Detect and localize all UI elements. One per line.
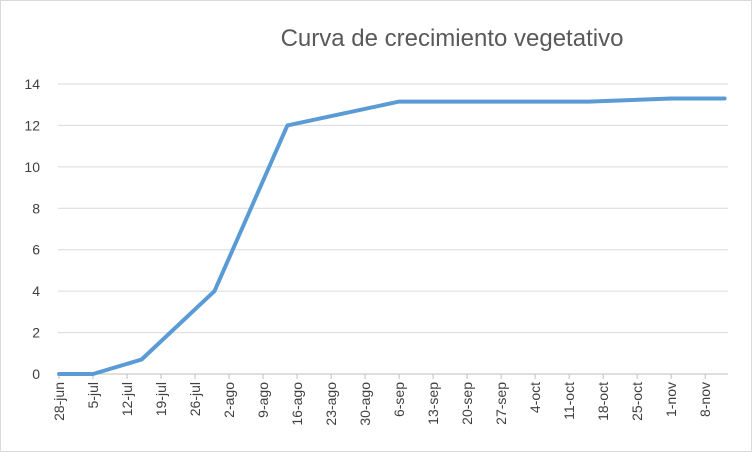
x-tick-label: 26-jul: [187, 382, 203, 416]
x-tick-label: 4-oct: [527, 382, 543, 413]
x-tick-label: 27-sep: [493, 382, 509, 425]
x-axis-tick-labels: 28-jun 5-jul 12-jul 19-jul 26-jul 2-ago 9-ago 1…: [51, 382, 713, 426]
x-tick-label: 30-ago: [357, 382, 373, 426]
y-tick-label: 0: [32, 366, 40, 382]
x-tick-label: 19-jul: [153, 382, 169, 416]
chart-title: Curva de crecimiento vegetativo: [281, 25, 624, 52]
series-group: [57, 96, 727, 376]
y-tick-label: 10: [24, 159, 40, 175]
x-tick-label: 25-oct: [629, 382, 645, 421]
x-tick-label: 5-jul: [85, 382, 101, 408]
y-tick-label: 12: [24, 117, 40, 133]
x-tick-label: 12-jul: [119, 382, 135, 416]
y-axis-tick-labels: 0 2 4 6 8 10 12 14: [24, 76, 40, 382]
x-tick-label: 9-ago: [255, 382, 271, 418]
y-tick-label: 2: [32, 325, 40, 341]
y-tick-label: 4: [32, 283, 40, 299]
x-tick-label: 23-ago: [323, 382, 339, 426]
x-axis: [58, 373, 728, 379]
gridlines: [58, 83, 728, 334]
x-tick-label: 16-ago: [289, 382, 305, 426]
y-tick-label: 14: [24, 76, 40, 92]
x-tick-label: 11-oct: [561, 382, 577, 420]
x-tick-label: 28-jun: [51, 382, 67, 421]
x-tick-label: 13-sep: [425, 382, 441, 425]
series-line: [57, 96, 727, 376]
x-tick-label: 2-ago: [221, 382, 237, 418]
x-tick-label: 20-sep: [459, 382, 475, 425]
x-tick-label: 1-nov: [663, 382, 679, 417]
x-tick-label: 8-nov: [697, 382, 713, 417]
x-tick-label: 6-sep: [391, 382, 407, 417]
x-tick-label: 18-oct: [595, 382, 611, 421]
y-tick-label: 8: [32, 200, 40, 216]
y-tick-label: 6: [32, 242, 40, 258]
